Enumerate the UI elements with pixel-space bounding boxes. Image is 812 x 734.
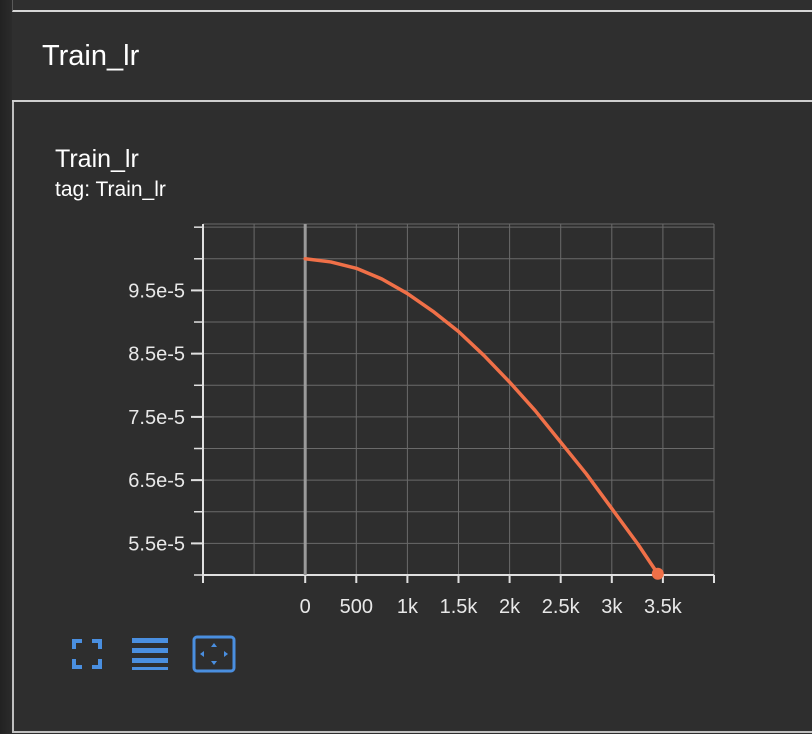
chart-card: Train_lr tag: Train_lr 0 500 1k 1.5k 2k 2.5k 3… [12, 102, 812, 733]
x-tick-label: 3k [601, 596, 623, 618]
y-tick-label: 8.5e-5 [128, 344, 185, 366]
card-tag: tag: Train_lr [55, 178, 166, 201]
x-tick-label: 2k [499, 596, 521, 618]
x-tick-label: 3.5k [644, 596, 683, 618]
y-tick-label: 5.5e-5 [128, 533, 185, 555]
section-header[interactable]: Train_lr [12, 12, 812, 102]
chart[interactable]: 0 500 1k 1.5k 2k 2.5k 3k 3.5k 5.5e-5 6.5e-5 7.5e-5… [14, 102, 812, 731]
x-tick-label: 500 [340, 596, 373, 618]
toggle-log-scale-button[interactable] [128, 636, 172, 676]
y-tick-label: 7.5e-5 [128, 407, 185, 429]
previous-section-edge [12, 0, 812, 12]
series-line [303, 257, 660, 576]
x-tick-label: 1k [397, 596, 419, 618]
card-title: Train_lr [55, 145, 139, 173]
fit-domain-button[interactable] [192, 635, 236, 678]
x-tick-label: 2.5k [542, 596, 581, 618]
fullscreen-icon [71, 638, 103, 675]
fit-domain-icon [192, 635, 236, 678]
fullscreen-button[interactable] [65, 636, 109, 676]
menu-lines-icon [131, 636, 169, 677]
series-end-point [651, 567, 664, 580]
section-title: Train_lr [42, 40, 140, 72]
y-tick-label: 6.5e-5 [128, 470, 185, 492]
y-tick-label: 9.5e-5 [128, 280, 185, 302]
left-edge [0, 0, 12, 734]
x-tick-label: 0 [300, 596, 311, 618]
x-tick-label: 1.5k [440, 596, 479, 618]
